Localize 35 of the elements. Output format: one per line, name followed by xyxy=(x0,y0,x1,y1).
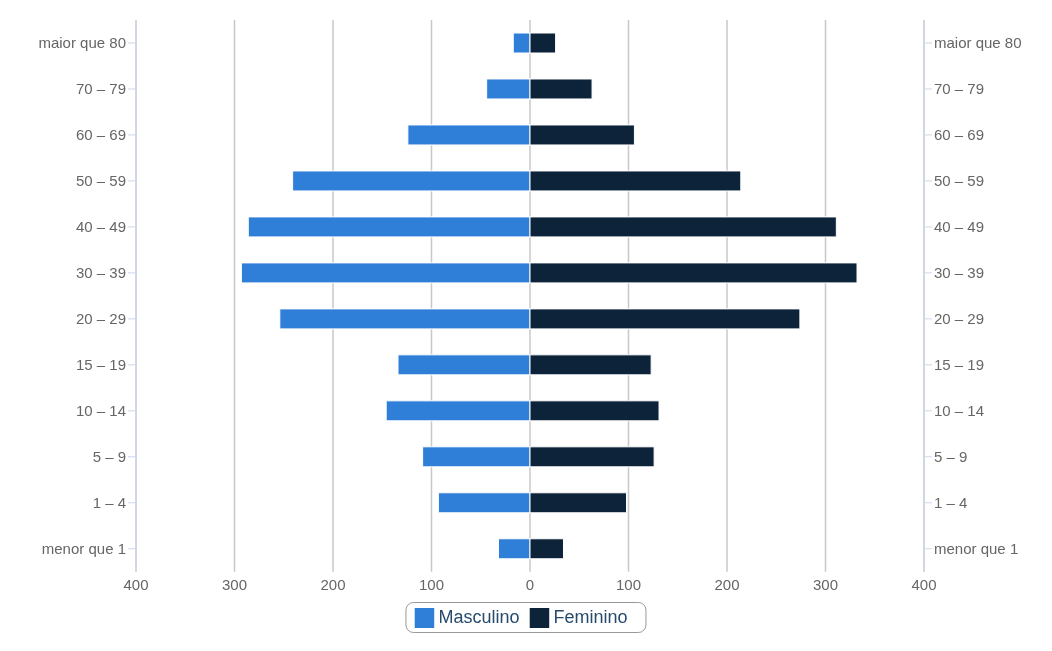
y2-tick-label: maior que 80 xyxy=(934,34,1022,52)
x-tick-label: 200 xyxy=(320,576,346,594)
y-tick-label: 20 – 29 xyxy=(75,310,126,328)
y2-tick-label: 5 – 9 xyxy=(934,448,968,466)
y2-tick-label: 30 – 39 xyxy=(934,264,985,282)
y-tick-label: 30 – 39 xyxy=(75,264,126,282)
y2-tick-label: 20 – 29 xyxy=(934,310,985,328)
y-tick-label: 50 – 59 xyxy=(75,172,126,190)
x-tick-label: 400 xyxy=(123,576,149,594)
y-tick-label: 70 – 79 xyxy=(75,80,126,98)
y-tick-label: 40 – 49 xyxy=(75,218,126,236)
y-tick-label: 15 – 19 xyxy=(75,356,126,374)
y-tick-label: 5 – 9 xyxy=(92,448,126,466)
y-tick-label: 10 – 14 xyxy=(75,402,126,420)
x-tick-label: 100 xyxy=(418,576,445,594)
legend-label: Feminino xyxy=(553,606,628,627)
y-tick-label: maior que 80 xyxy=(38,34,126,52)
y2-tick-label: 60 – 69 xyxy=(934,126,985,144)
y-tick-label: 60 – 69 xyxy=(75,126,126,144)
x-tick-label: 100 xyxy=(615,576,642,594)
legend-label: Masculino xyxy=(438,606,520,627)
y2-tick-label: 1 – 4 xyxy=(934,494,968,512)
x-tick-label: 200 xyxy=(714,576,740,594)
y2-tick-label: 40 – 49 xyxy=(934,218,985,236)
x-tick-label: 0 xyxy=(525,576,535,594)
y2-tick-label: 15 – 19 xyxy=(934,356,985,374)
y2-tick-label: 50 – 59 xyxy=(934,172,985,190)
x-tick-label: 300 xyxy=(812,576,839,594)
x-tick-label: 300 xyxy=(221,576,248,594)
y2-tick-label: 70 – 79 xyxy=(934,80,985,98)
y2-tick-label: menor que 1 xyxy=(934,540,1019,558)
x-tick-label: 400 xyxy=(911,576,937,594)
y-tick-label: menor que 1 xyxy=(41,540,126,558)
y-tick-label: 1 – 4 xyxy=(92,494,126,512)
y2-tick-label: 10 – 14 xyxy=(934,402,985,420)
